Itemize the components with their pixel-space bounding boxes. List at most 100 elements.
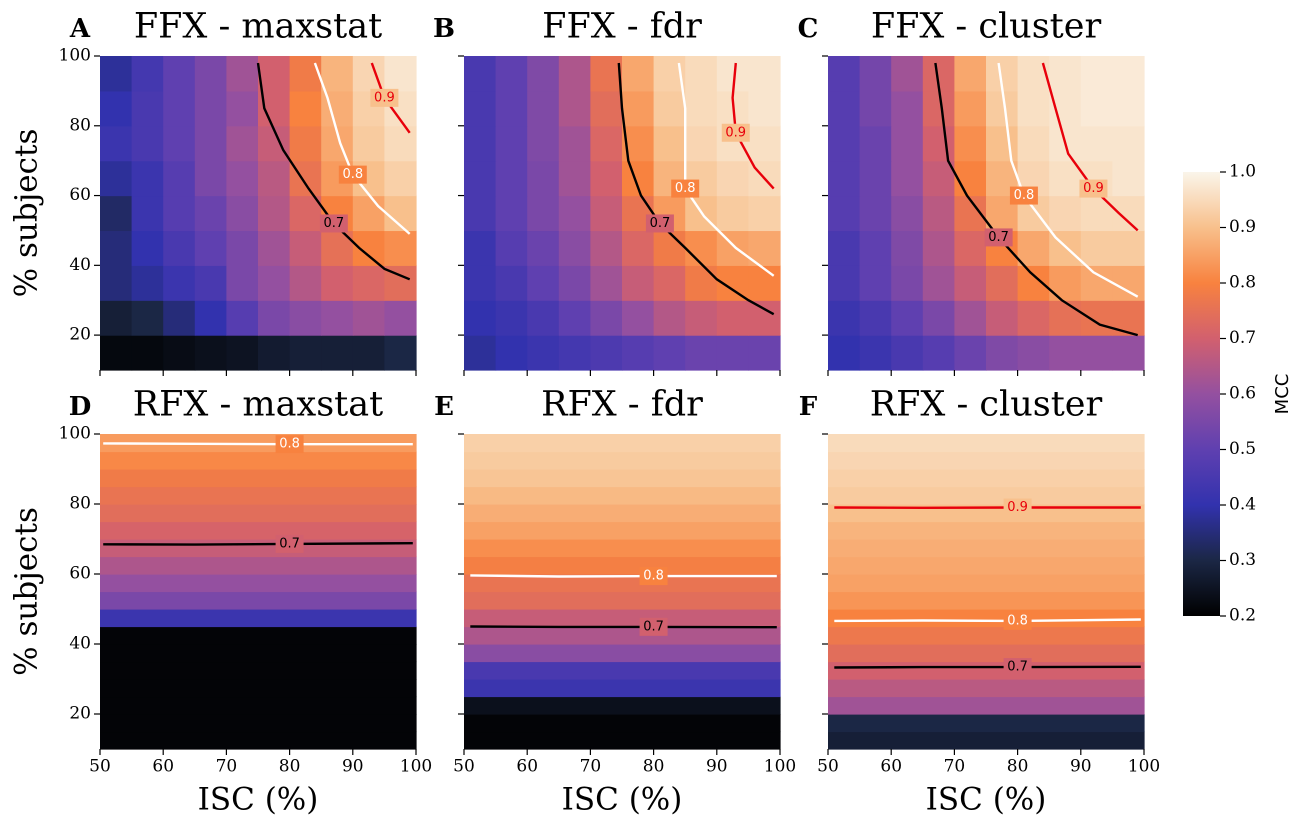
heatmap-cell xyxy=(828,731,1145,750)
heatmap-cell xyxy=(527,195,560,232)
heatmap-cell xyxy=(464,451,781,470)
heatmap-cell xyxy=(321,300,354,336)
heatmap-cell xyxy=(828,90,861,127)
heatmap-cell xyxy=(954,90,987,127)
heatmap-cell xyxy=(289,90,322,127)
heatmap-cell xyxy=(716,230,749,266)
heatmap-cell xyxy=(131,230,164,266)
heatmap-cell xyxy=(558,90,591,127)
heatmap-cell xyxy=(558,195,591,232)
x-tick-label: 70 xyxy=(580,757,602,777)
heatmap-cell xyxy=(622,335,655,371)
heatmap-cell xyxy=(1017,56,1050,92)
y-tick-label: 100 xyxy=(59,424,91,444)
heatmap-cell xyxy=(622,265,655,301)
heatmap-cell xyxy=(1017,90,1050,127)
contour-label-bg xyxy=(319,214,348,233)
heatmap-cell xyxy=(464,300,497,336)
heatmap-cell xyxy=(464,265,497,301)
heatmap-cell xyxy=(859,160,892,197)
heatmap-cell xyxy=(527,335,560,371)
heatmap-cell xyxy=(986,125,1019,162)
heatmap-cell xyxy=(464,556,781,575)
heatmap-cell xyxy=(321,265,354,301)
y-tick-label: 40 xyxy=(69,634,91,654)
heatmap-cell xyxy=(954,335,987,371)
heatmap-cell xyxy=(558,125,591,162)
contour-label: 0.8 xyxy=(279,437,300,452)
heatmap-cell xyxy=(986,335,1019,371)
heatmap-cell xyxy=(527,160,560,197)
heatmap-cell xyxy=(226,160,259,197)
heatmap-cell xyxy=(194,230,227,266)
heatmap-cell xyxy=(954,125,987,162)
contour-label: 0.7 xyxy=(1007,660,1028,675)
contour-label: 0.9 xyxy=(1083,181,1104,196)
heatmap-cell xyxy=(194,56,227,92)
heatmap-cell xyxy=(321,230,354,266)
heatmap-cell xyxy=(653,230,686,266)
heatmap-cell xyxy=(1080,125,1113,162)
contour-label: 0.9 xyxy=(374,90,395,105)
heatmap-cell xyxy=(100,609,417,628)
heatmap-cell xyxy=(1080,335,1113,371)
heatmap-cell xyxy=(226,195,259,232)
heatmap-cell xyxy=(558,230,591,266)
heatmap-cell xyxy=(986,90,1019,127)
heatmap-cell xyxy=(100,265,133,301)
panel-title: FFX - fdr xyxy=(542,7,702,47)
heatmap-cell xyxy=(622,90,655,127)
heatmap-cell xyxy=(384,230,417,266)
heatmap-cell xyxy=(100,451,417,470)
contour-label: 0.9 xyxy=(1007,500,1028,515)
heatmap-cell xyxy=(527,56,560,92)
y-tick-label: 80 xyxy=(69,494,91,514)
heatmap-cell xyxy=(321,56,354,92)
colorbar-label: MCC xyxy=(1272,374,1293,415)
colorbar-tick-label: 0.9 xyxy=(1229,217,1256,237)
heatmap-cell xyxy=(1080,56,1113,92)
heatmap-cell xyxy=(922,125,955,162)
heatmap-cell xyxy=(464,195,497,232)
heatmap-cell xyxy=(748,125,781,162)
y-tick-label: 60 xyxy=(69,185,91,205)
y-tick-label: 20 xyxy=(69,325,91,345)
heatmap-cell xyxy=(100,644,417,663)
contour-label: 0.8 xyxy=(643,569,664,584)
contour-label-bg xyxy=(671,179,700,198)
colorbar-tick-label: 0.7 xyxy=(1229,328,1256,348)
heatmap-cell xyxy=(194,335,227,371)
panel: 0.7 0.8 0.9 50 60 70 80 90 100 RFX - cluster F ISC … xyxy=(799,385,1160,816)
heatmap-cell xyxy=(464,125,497,162)
heatmap-cell xyxy=(622,300,655,336)
heatmap-cell xyxy=(716,160,749,197)
heatmap-cell xyxy=(828,539,1145,558)
contour-label: 0.7 xyxy=(650,216,671,231)
colorbar-tick-label: 0.5 xyxy=(1229,439,1256,459)
y-tick-label: 40 xyxy=(69,255,91,275)
contour-label-bg xyxy=(1009,186,1038,205)
heatmap-cell xyxy=(495,125,528,162)
colorbar-tick-label: 0.3 xyxy=(1229,550,1256,570)
heatmap-cell xyxy=(1017,265,1050,301)
panel: 0.7 0.8 20 40 60 80 100 50 60 70 80 90 100 RFX - maxs… xyxy=(9,385,433,816)
contour-label: 0.8 xyxy=(675,181,696,196)
x-tick-label: 70 xyxy=(216,757,238,777)
x-tick-label: 90 xyxy=(342,757,364,777)
y-tick-label: 100 xyxy=(59,46,91,66)
x-tick-label: 100 xyxy=(764,757,796,777)
heatmap-cell xyxy=(527,125,560,162)
contour-label: 0.8 xyxy=(342,167,363,182)
x-tick-label: 50 xyxy=(817,757,839,777)
heatmap-cell xyxy=(716,335,749,371)
heatmap-cell xyxy=(194,195,227,232)
heatmap-cell xyxy=(226,90,259,127)
heatmap-cell xyxy=(464,696,781,715)
heatmap-cell xyxy=(891,265,924,301)
contour-label-bg xyxy=(639,567,668,586)
heatmap-cell xyxy=(289,125,322,162)
panel: 0.7 0.8 0.9 FFX - cluster C xyxy=(798,7,1145,376)
heatmap-cell xyxy=(1112,56,1145,92)
heatmap-cell xyxy=(922,160,955,197)
